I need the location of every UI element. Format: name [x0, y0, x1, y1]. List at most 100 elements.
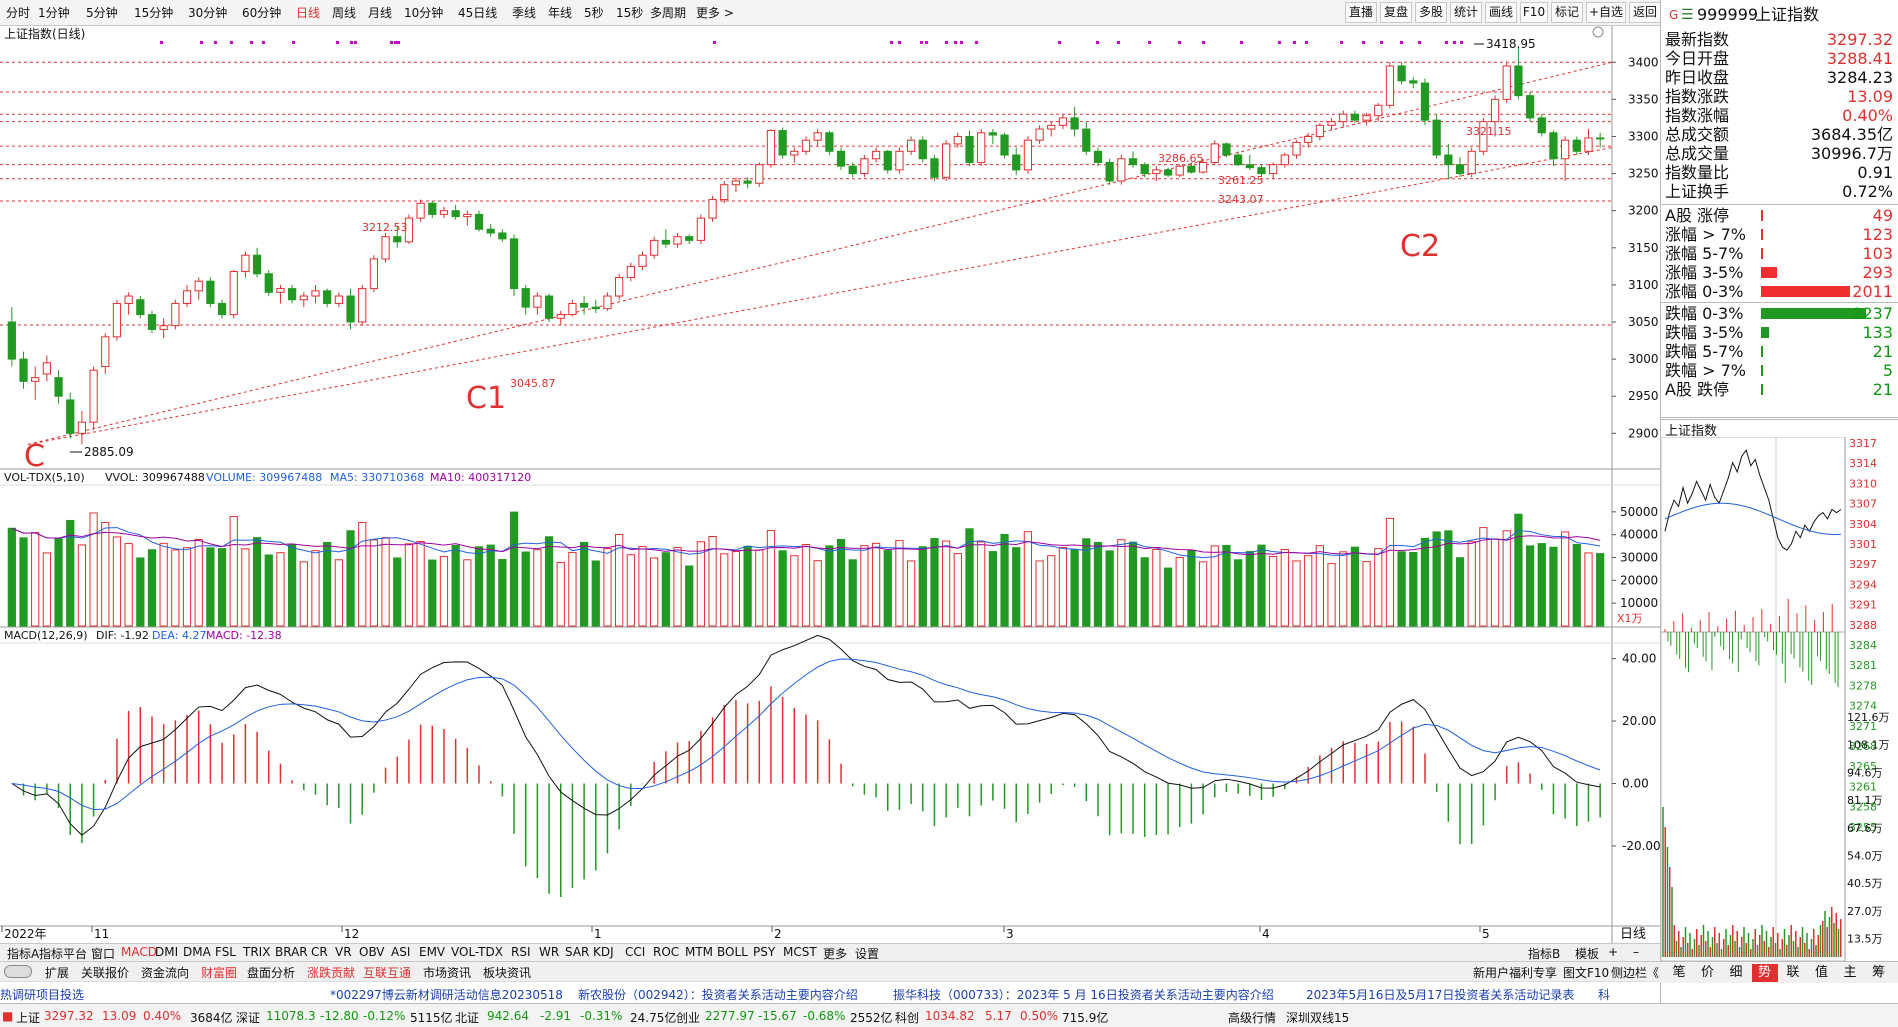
- period-tab-12[interactable]: 年线: [548, 6, 573, 20]
- period-tab-1[interactable]: 1分钟: [38, 6, 70, 20]
- lower-tab-7[interactable]: 市场资讯: [423, 966, 472, 980]
- period-tab-4[interactable]: 30分钟: [188, 6, 228, 20]
- news-item-0[interactable]: 热调研项目投选: [0, 988, 85, 1002]
- lower-right-2[interactable]: 侧边栏《: [1611, 966, 1660, 980]
- indicator-tab-20[interactable]: ROC: [653, 945, 680, 959]
- indicator-tab-15[interactable]: RSI: [511, 945, 531, 959]
- indicator-tab-7[interactable]: TRIX: [243, 945, 271, 959]
- indicator-tab-16[interactable]: WR: [539, 945, 560, 959]
- news-item-4[interactable]: 2023年5月16日及5月17日投资者关系活动记录表: [1306, 988, 1575, 1002]
- period-tab-10[interactable]: 45日线: [458, 6, 498, 20]
- indicator-tab-11[interactable]: OBV: [359, 945, 385, 959]
- indicator-tab-13[interactable]: EMV: [419, 945, 446, 959]
- right-tab-1[interactable]: 价: [1700, 965, 1714, 980]
- toolbar-button-0[interactable]: 直播: [1345, 2, 1377, 23]
- indicator-tab-21[interactable]: MTM: [685, 945, 714, 959]
- period-tab-6[interactable]: 日线: [296, 6, 321, 20]
- indicator-tab-18[interactable]: KDJ: [593, 945, 614, 959]
- indicator-tab-0[interactable]: 指标A: [7, 947, 40, 961]
- toggle-switch[interactable]: [4, 965, 32, 978]
- lower-tab-8[interactable]: 板块资讯: [483, 966, 532, 980]
- indicator-tab-23[interactable]: PSY: [753, 945, 776, 959]
- breadth-bar: [1761, 365, 1763, 376]
- mini-price-label: 3317: [1849, 437, 1877, 450]
- indicator-tab-6[interactable]: FSL: [215, 945, 236, 959]
- lower-tab-5[interactable]: 涨跌贡献: [307, 966, 356, 980]
- indicator-tab-5[interactable]: DMA: [183, 945, 211, 959]
- right-tab-3[interactable]: 势: [1751, 964, 1778, 982]
- indicator-tab-17[interactable]: SAR: [565, 945, 590, 959]
- period-tab-8[interactable]: 月线: [368, 6, 393, 20]
- volume-bar: [977, 541, 986, 627]
- toolbar-button-2[interactable]: 多股: [1415, 2, 1447, 23]
- indicator-tab-10[interactable]: VR: [335, 945, 352, 959]
- indicator-tab-12[interactable]: ASI: [391, 945, 411, 959]
- toolbar-button-7[interactable]: +自选: [1586, 2, 1626, 23]
- lower-tab-4[interactable]: 盘面分析: [247, 966, 296, 980]
- indicator-tab-8[interactable]: BRAR: [275, 945, 308, 959]
- mini-intraday-chart[interactable]: 3317 3314 3310 3307 3304 3301 3297 3294 3291 3288…: [1661, 437, 1898, 961]
- indicator-tab-1[interactable]: 指标平台: [39, 947, 88, 961]
- indicator-tab-19[interactable]: CCI: [625, 945, 646, 959]
- indicator-right-tab-3[interactable]: –: [1633, 945, 1639, 959]
- lower-tab-2[interactable]: 资金流向: [141, 966, 190, 980]
- toolbar-button-4[interactable]: 画线: [1485, 2, 1517, 23]
- indicator-tab-24[interactable]: MCST: [783, 945, 817, 959]
- indicator-tab-26[interactable]: 设置: [855, 947, 880, 961]
- lower-tab-0[interactable]: 扩展: [45, 966, 70, 980]
- indicator-right-tab-2[interactable]: +: [1608, 945, 1619, 959]
- period-tab-14[interactable]: 15秒: [616, 6, 644, 20]
- menu-icon[interactable]: ☰: [1681, 7, 1694, 23]
- period-tab-5[interactable]: 60分钟: [242, 6, 282, 20]
- toolbar-button-5[interactable]: F10: [1520, 2, 1548, 23]
- candle-body: [42, 362, 51, 375]
- status-extra-1[interactable]: 高级行情: [1228, 1011, 1277, 1025]
- right-tab-5[interactable]: 值: [1814, 965, 1828, 980]
- lower-right-0[interactable]: 新用户福利专享: [1473, 966, 1558, 980]
- indicator-tab-25[interactable]: 更多: [823, 947, 848, 961]
- lower-right-1[interactable]: 图文F10: [1563, 966, 1610, 980]
- lower-tab-3[interactable]: 财富圈: [201, 966, 238, 980]
- breadth-value: 2237: [1852, 304, 1893, 323]
- toolbar-button-3[interactable]: 统计: [1450, 2, 1482, 23]
- indicator-right-tab-1[interactable]: 模板: [1575, 947, 1600, 961]
- period-tab-7[interactable]: 周线: [332, 6, 357, 20]
- candle-body: [544, 295, 554, 319]
- status-extra-2[interactable]: 深圳双线15: [1286, 1011, 1350, 1025]
- lower-tab-1[interactable]: 关联报价: [81, 966, 130, 980]
- indicator-tab-9[interactable]: CR: [311, 945, 328, 959]
- indicator-right-tab-0[interactable]: 指标B: [1528, 947, 1561, 961]
- volume-bar: [194, 538, 203, 627]
- news-item-5[interactable]: 科: [1598, 988, 1611, 1002]
- period-tab-13[interactable]: 5秒: [584, 6, 604, 20]
- lower-tab-6[interactable]: 互联互通: [363, 966, 412, 980]
- indicator-tab-2[interactable]: 窗口: [91, 947, 116, 961]
- wave-label-c: C: [24, 439, 45, 474]
- right-tab-0[interactable]: 笔: [1672, 965, 1686, 980]
- toolbar-button-6[interactable]: 标记: [1551, 2, 1583, 23]
- toolbar-button-1[interactable]: 复盘: [1380, 2, 1412, 23]
- indicator-tab-14[interactable]: VOL-TDX: [451, 945, 503, 959]
- right-tab-2[interactable]: 细: [1729, 965, 1743, 980]
- period-tab-16[interactable]: 更多 >: [696, 6, 734, 20]
- right-tab-6[interactable]: 主: [1843, 965, 1857, 980]
- period-tab-0[interactable]: 分时: [6, 6, 31, 20]
- period-tab-9[interactable]: 10分钟: [404, 6, 444, 20]
- volume-bar: [1140, 557, 1149, 627]
- period-tab-2[interactable]: 5分钟: [86, 6, 118, 20]
- news-item-2[interactable]: 新农股份（002942）：投资者关系活动主要内容介绍: [578, 988, 858, 1002]
- news-item-3[interactable]: 振华科技（000733）：2023年 5 月 16日投资者关系活动主要内容介绍: [893, 988, 1274, 1002]
- indicator-tab-3[interactable]: MACD: [121, 945, 157, 959]
- main-chart[interactable]: 上证指数(日线) 3400 3350 3300 3250 3200 3150 3100 3050…: [0, 26, 1660, 943]
- indicator-tab-22[interactable]: BOLL: [717, 945, 748, 959]
- period-tab-11[interactable]: 季线: [512, 6, 537, 20]
- mini-price-label: 3294: [1849, 578, 1877, 591]
- indicator-tab-4[interactable]: DMI: [155, 945, 179, 959]
- period-tab-3[interactable]: 15分钟: [134, 6, 174, 20]
- news-item-1[interactable]: *002297博云新材调研活动信息20230518: [330, 988, 563, 1002]
- toolbar-button-8[interactable]: 返回: [1629, 2, 1661, 23]
- right-tab-7[interactable]: 筹: [1871, 965, 1885, 980]
- period-tab-15[interactable]: 多周期: [650, 6, 687, 20]
- volume-bar: [1596, 553, 1605, 627]
- right-tab-4[interactable]: 联: [1786, 965, 1800, 980]
